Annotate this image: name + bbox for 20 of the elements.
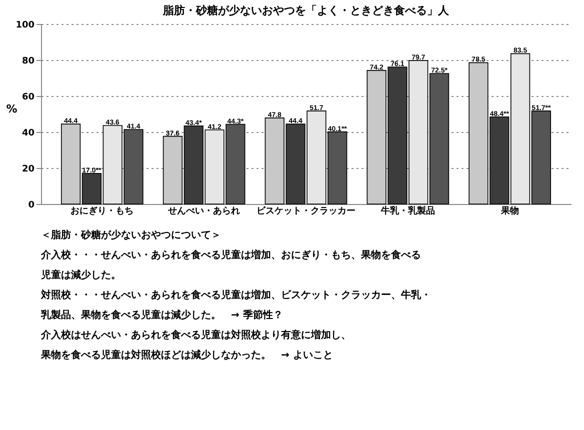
y-tick-label: 40 <box>22 128 34 138</box>
text: ＜脂肪・砂糖が少ないおやつについて＞ <box>41 229 221 241</box>
x-tick-label: ビスケット・クラッカー <box>256 206 356 216</box>
x-tick-label: 牛乳・乳製品 <box>380 206 435 216</box>
y-tick-label: 60 <box>22 92 34 102</box>
y-tick-label: 20 <box>22 164 34 174</box>
y-tick-label: 0 <box>28 200 34 210</box>
text: 対照校・・・せんべい・あられを食べる児童は増加、ビスケット・クラッカー、牛乳・ <box>40 289 431 301</box>
y-tick-label: 100 <box>16 20 34 30</box>
x-tick-label: 果物 <box>500 206 519 216</box>
text: 児童は減少した。 <box>40 269 121 281</box>
text: 果物を食べる児童は対照校ほどは減少しなかった。 → よいこと <box>40 349 333 361</box>
y-axis-title: % <box>6 102 18 116</box>
text: 介入校はせんべい・あられを食べる児童は対照校より有意に増加し、 <box>40 329 351 341</box>
text: 介入校・・・せんべい・あられを食べる児童は増加、おにぎり・もち、果物を食べる <box>40 249 421 261</box>
y-tick-label: 80 <box>22 56 34 66</box>
x-tick-label: おにぎり・もち <box>70 206 134 216</box>
chart-title: 脂肪・砂糖が少ないおやつを「よく・ときどき食べる」人 <box>162 4 450 17</box>
x-tick-label: せんべい・あられ <box>167 206 240 216</box>
text: 乳製品、果物を食べる児童は減少した。 → 季節性？ <box>40 309 283 321</box>
